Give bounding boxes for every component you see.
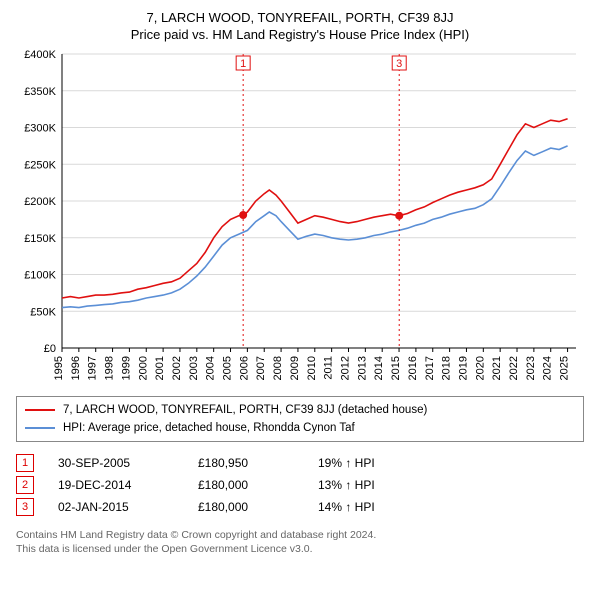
svg-text:2002: 2002 (171, 356, 183, 380)
sale-row: 1 30-SEP-2005 £180,950 19% ↑ HPI (16, 452, 584, 474)
sale-date: 02-JAN-2015 (58, 500, 198, 514)
svg-text:2020: 2020 (474, 356, 486, 380)
legend: 7, LARCH WOOD, TONYREFAIL, PORTH, CF39 8… (16, 396, 584, 442)
footnote-line: This data is licensed under the Open Gov… (16, 542, 584, 556)
svg-text:1995: 1995 (53, 356, 65, 380)
plot-area: £0 £50K £100K £150K £200K £250K £300K £350K £400… (14, 48, 586, 388)
sale-row: 2 19-DEC-2014 £180,000 13% ↑ HPI (16, 474, 584, 496)
svg-text:£200K: £200K (24, 196, 56, 208)
svg-text:2000: 2000 (137, 356, 149, 380)
sale-price: £180,000 (198, 478, 318, 492)
legend-label: 7, LARCH WOOD, TONYREFAIL, PORTH, CF39 8… (63, 404, 427, 416)
svg-text:2003: 2003 (188, 356, 200, 380)
svg-text:£250K: £250K (24, 159, 56, 171)
sales-table: 1 30-SEP-2005 £180,950 19% ↑ HPI 2 19-DE… (16, 452, 584, 518)
svg-text:2009: 2009 (289, 356, 301, 380)
svg-text:2004: 2004 (205, 356, 217, 380)
legend-item: 7, LARCH WOOD, TONYREFAIL, PORTH, CF39 8… (25, 401, 575, 419)
sale-marker-box: 1 (16, 454, 34, 472)
svg-text:2023: 2023 (525, 356, 537, 380)
legend-swatch (25, 427, 55, 429)
chart-titles: 7, LARCH WOOD, TONYREFAIL, PORTH, CF39 8… (14, 10, 586, 42)
svg-text:2005: 2005 (222, 356, 234, 380)
sale-delta: 13% ↑ HPI (318, 478, 438, 492)
legend-swatch (25, 409, 55, 411)
sale-date: 30-SEP-2005 (58, 456, 198, 470)
legend-item: HPI: Average price, detached house, Rhon… (25, 419, 575, 437)
sale-delta: 14% ↑ HPI (318, 500, 438, 514)
svg-text:2016: 2016 (407, 356, 419, 380)
svg-text:£100K: £100K (24, 270, 56, 282)
svg-text:2015: 2015 (390, 356, 402, 380)
svg-text:£50K: £50K (30, 306, 56, 318)
legend-label: HPI: Average price, detached house, Rhon… (63, 422, 355, 434)
svg-text:2024: 2024 (542, 356, 554, 380)
sale-row: 3 02-JAN-2015 £180,000 14% ↑ HPI (16, 496, 584, 518)
svg-text:2019: 2019 (457, 356, 469, 380)
chart-svg: £0 £50K £100K £150K £200K £250K £300K £350K £400… (14, 48, 586, 388)
svg-text:£0: £0 (44, 343, 56, 355)
sale-marker-box: 3 (16, 498, 34, 516)
svg-text:2017: 2017 (424, 356, 436, 380)
svg-text:2012: 2012 (339, 356, 351, 380)
svg-text:£300K: £300K (24, 123, 56, 135)
svg-text:£350K: £350K (24, 86, 56, 98)
svg-text:£400K: £400K (24, 49, 56, 61)
svg-text:2022: 2022 (508, 356, 520, 380)
svg-text:2021: 2021 (491, 356, 503, 380)
sale-marker-box: 2 (16, 476, 34, 494)
svg-text:2018: 2018 (441, 356, 453, 380)
svg-text:2025: 2025 (559, 356, 571, 380)
footnote: Contains HM Land Registry data © Crown c… (16, 528, 584, 556)
svg-text:1: 1 (240, 58, 246, 70)
chart-title-address: 7, LARCH WOOD, TONYREFAIL, PORTH, CF39 8… (14, 10, 586, 25)
sale-price: £180,000 (198, 500, 318, 514)
chart-title-sub: Price paid vs. HM Land Registry's House … (14, 27, 586, 42)
svg-text:2007: 2007 (255, 356, 267, 380)
svg-text:2014: 2014 (373, 356, 385, 380)
svg-text:1997: 1997 (87, 356, 99, 380)
svg-text:£150K: £150K (24, 233, 56, 245)
sale-date: 19-DEC-2014 (58, 478, 198, 492)
sale-delta: 19% ↑ HPI (318, 456, 438, 470)
footnote-line: Contains HM Land Registry data © Crown c… (16, 528, 584, 542)
svg-text:2008: 2008 (272, 356, 284, 380)
sale-price: £180,950 (198, 456, 318, 470)
svg-text:2010: 2010 (306, 356, 318, 380)
svg-text:1999: 1999 (120, 356, 132, 380)
chart-container: 7, LARCH WOOD, TONYREFAIL, PORTH, CF39 8… (0, 0, 600, 566)
svg-text:2011: 2011 (323, 356, 335, 380)
svg-text:1998: 1998 (104, 356, 116, 380)
svg-text:1996: 1996 (70, 356, 82, 380)
svg-text:3: 3 (396, 58, 402, 70)
svg-text:2006: 2006 (238, 356, 250, 380)
svg-text:2013: 2013 (356, 356, 368, 380)
svg-text:2001: 2001 (154, 356, 166, 380)
